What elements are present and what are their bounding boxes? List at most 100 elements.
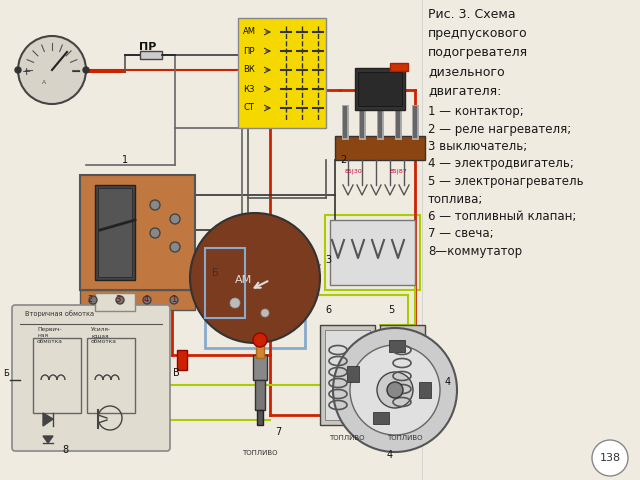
Text: ВК: ВК <box>243 65 255 74</box>
Text: 2 — реле нагревателя;: 2 — реле нагревателя; <box>428 122 572 135</box>
Text: 1: 1 <box>122 155 128 165</box>
Bar <box>320 325 375 425</box>
Bar <box>389 340 405 352</box>
Text: 4 — электродвигатель;: 4 — электродвигатель; <box>428 157 574 170</box>
Text: дизельного: дизельного <box>428 65 504 78</box>
Bar <box>380 325 425 425</box>
Bar <box>419 382 431 398</box>
FancyBboxPatch shape <box>12 305 170 451</box>
Bar <box>95 293 135 311</box>
Text: АМ: АМ <box>243 27 256 36</box>
Text: 8—коммутатор: 8—коммутатор <box>428 245 522 258</box>
Bar <box>373 412 389 424</box>
Text: Вторичная обмотка: Вторичная обмотка <box>25 310 94 317</box>
Text: КЗ: КЗ <box>243 84 254 94</box>
Text: ПР: ПР <box>140 42 157 52</box>
Text: 3: 3 <box>115 296 121 304</box>
Text: 1 — контактор;: 1 — контактор; <box>428 105 524 118</box>
Text: 4: 4 <box>445 377 451 387</box>
Text: Первич-
ная
обмотка: Первич- ная обмотка <box>37 327 63 344</box>
Text: ТОПЛИВО: ТОПЛИВО <box>243 450 278 456</box>
Bar <box>355 68 405 110</box>
Circle shape <box>592 440 628 476</box>
Text: 7: 7 <box>275 427 281 437</box>
Bar <box>98 188 132 277</box>
Text: 4: 4 <box>143 296 148 304</box>
Circle shape <box>150 200 160 210</box>
Circle shape <box>350 345 440 435</box>
Circle shape <box>15 67 21 73</box>
Circle shape <box>83 67 89 73</box>
Circle shape <box>170 214 180 224</box>
Text: 85|87: 85|87 <box>390 168 408 173</box>
Bar <box>87 338 135 413</box>
Circle shape <box>253 333 267 347</box>
Text: 3: 3 <box>325 255 331 265</box>
Polygon shape <box>43 413 53 426</box>
Bar <box>140 51 162 59</box>
Text: 5: 5 <box>388 305 394 315</box>
Text: ТОПЛИВО: ТОПЛИВО <box>387 435 423 441</box>
Bar <box>347 366 359 382</box>
Text: Б: Б <box>212 268 219 278</box>
Circle shape <box>377 372 413 408</box>
Text: В: В <box>173 368 180 378</box>
Text: 2: 2 <box>340 155 346 165</box>
Bar <box>256 340 264 358</box>
Text: 4: 4 <box>387 450 393 460</box>
Bar <box>80 290 195 310</box>
Text: Усиля-
ющая
обмотка: Усиля- ющая обмотка <box>91 327 117 344</box>
Text: подогревателя: подогревателя <box>428 46 528 59</box>
Text: ТОПЛИВО: ТОПЛИВО <box>329 435 365 441</box>
Text: Б: Б <box>3 369 9 378</box>
Circle shape <box>190 213 320 343</box>
Text: двигателя:: двигателя: <box>428 84 501 97</box>
Circle shape <box>143 296 151 304</box>
Text: топлива;: топлива; <box>428 192 483 205</box>
Text: 1: 1 <box>172 296 177 304</box>
Bar <box>205 248 245 318</box>
Bar <box>205 258 305 348</box>
Bar <box>358 72 402 106</box>
Bar <box>257 410 263 425</box>
Bar <box>253 355 267 380</box>
Circle shape <box>230 298 240 308</box>
Text: предпускового: предпускового <box>428 27 527 40</box>
Text: ПР: ПР <box>243 47 255 56</box>
Bar <box>335 136 425 160</box>
Bar <box>325 330 370 420</box>
Bar <box>330 220 415 285</box>
Circle shape <box>89 296 97 304</box>
Circle shape <box>387 382 403 398</box>
Circle shape <box>170 296 178 304</box>
Bar <box>255 380 265 410</box>
Circle shape <box>18 36 86 104</box>
Text: −: − <box>71 65 81 79</box>
Bar <box>80 175 195 290</box>
Circle shape <box>150 228 160 238</box>
Text: 2: 2 <box>88 296 93 304</box>
Text: +: + <box>21 67 31 77</box>
Bar <box>325 215 420 290</box>
Bar <box>95 185 135 280</box>
Text: 85|30: 85|30 <box>345 168 363 173</box>
Bar <box>177 350 187 370</box>
Text: Рис. 3. Схема: Рис. 3. Схема <box>428 8 516 21</box>
Text: 6 — топливный клапан;: 6 — топливный клапан; <box>428 210 577 223</box>
Text: А: А <box>42 80 46 84</box>
Text: 5 — электронагреватель: 5 — электронагреватель <box>428 175 584 188</box>
Circle shape <box>261 309 269 317</box>
Text: 7 — свеча;: 7 — свеча; <box>428 228 493 240</box>
Text: 3 выключатель;: 3 выключатель; <box>428 140 527 153</box>
Text: 138: 138 <box>600 453 621 463</box>
Bar <box>238 18 326 128</box>
Polygon shape <box>43 436 53 443</box>
Text: 6: 6 <box>325 305 331 315</box>
Circle shape <box>333 328 457 452</box>
Bar <box>390 63 408 71</box>
Text: 8: 8 <box>62 445 68 455</box>
Circle shape <box>116 296 124 304</box>
Bar <box>33 338 81 413</box>
Bar <box>168 295 408 385</box>
Circle shape <box>170 242 180 252</box>
